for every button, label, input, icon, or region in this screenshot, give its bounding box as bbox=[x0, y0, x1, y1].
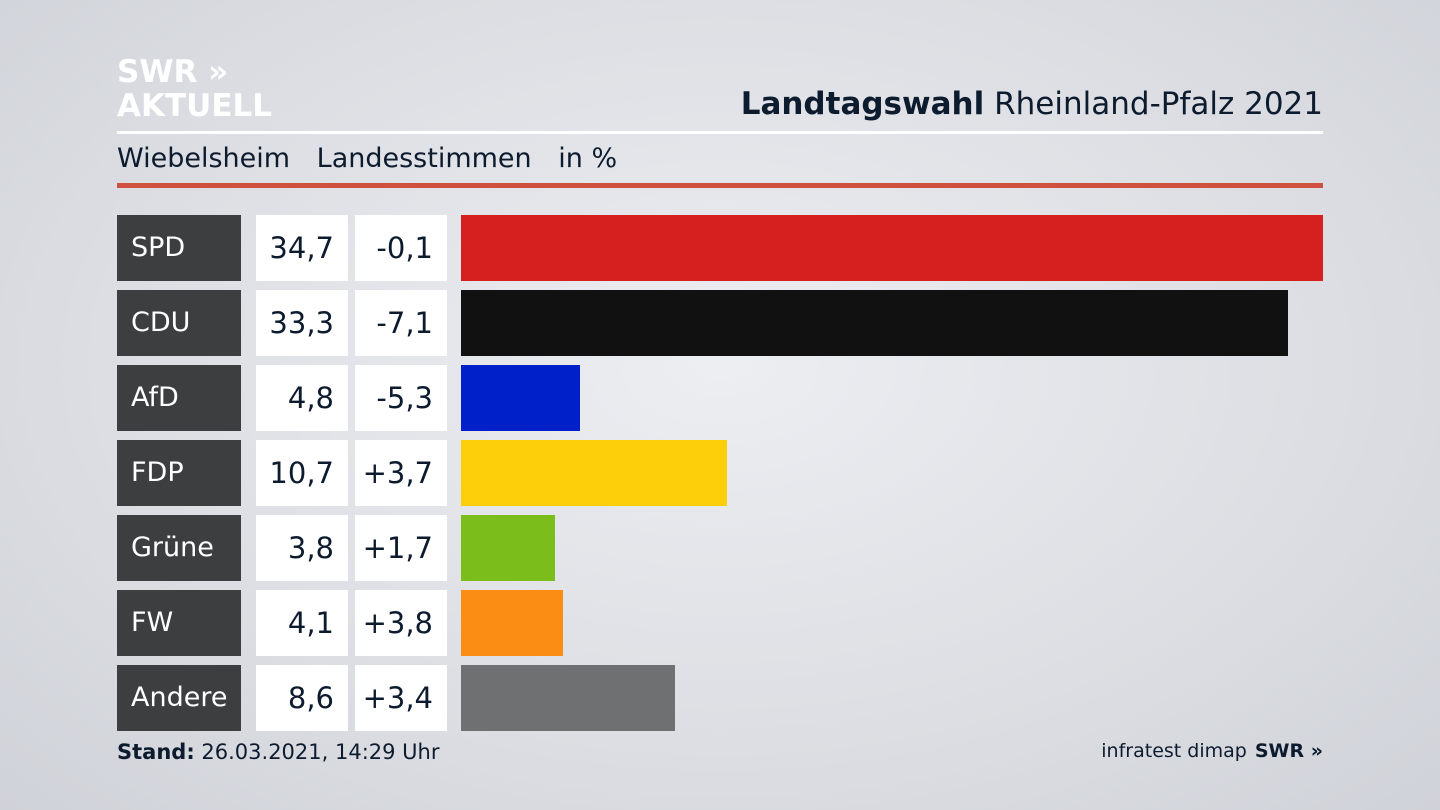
logo-line-1: SWR » bbox=[117, 54, 229, 90]
bar-fdp bbox=[461, 440, 727, 506]
title-rest: Rheinland-Pfalz 2021 bbox=[984, 86, 1323, 122]
change-value: -7,1 bbox=[355, 290, 447, 356]
bar-spd bbox=[461, 215, 1323, 281]
vote-share-value: 4,1 bbox=[256, 590, 348, 656]
party-label: SPD bbox=[117, 215, 241, 281]
bar-cdu bbox=[461, 290, 1288, 356]
change-value: +1,7 bbox=[355, 515, 447, 581]
subheader: Wiebelsheim Landesstimmen in % bbox=[117, 143, 635, 174]
bar-fw bbox=[461, 590, 563, 656]
vote-share-value: 10,7 bbox=[256, 440, 348, 506]
change-value: +3,8 bbox=[355, 590, 447, 656]
title-bold: Landtagswahl bbox=[740, 86, 985, 122]
vote-share-value: 3,8 bbox=[256, 515, 348, 581]
stand-value: 26.03.2021, 14:29 Uhr bbox=[194, 740, 440, 764]
party-label: FW bbox=[117, 590, 241, 656]
source-label: infratest dimap bbox=[1101, 740, 1247, 762]
party-label: Andere bbox=[117, 665, 241, 731]
source-credit: infratest dimap SWR » bbox=[1101, 740, 1323, 762]
change-value: +3,7 bbox=[355, 440, 447, 506]
party-label: AfD bbox=[117, 365, 241, 431]
party-label: FDP bbox=[117, 440, 241, 506]
top-divider bbox=[117, 131, 1323, 134]
vote-share-value: 8,6 bbox=[256, 665, 348, 731]
party-label: CDU bbox=[117, 290, 241, 356]
swr-brand: SWR » bbox=[1254, 740, 1323, 762]
logo-line-2: AKTUELL bbox=[117, 88, 273, 124]
unit-label: in % bbox=[558, 143, 618, 174]
swr-aktuell-logo: SWR » AKTUELL bbox=[117, 55, 272, 123]
bar-grüne bbox=[461, 515, 555, 581]
vote-type-label: Landesstimmen bbox=[316, 143, 532, 174]
vote-share-value: 33,3 bbox=[256, 290, 348, 356]
place-label: Wiebelsheim bbox=[117, 143, 291, 174]
timestamp: Stand: 26.03.2021, 14:29 Uhr bbox=[117, 740, 440, 764]
vote-share-value: 34,7 bbox=[256, 215, 348, 281]
page-title: Landtagswahl Rheinland-Pfalz 2021 bbox=[741, 86, 1323, 122]
vote-share-value: 4,8 bbox=[256, 365, 348, 431]
accent-divider bbox=[117, 183, 1323, 188]
change-value: -5,3 bbox=[355, 365, 447, 431]
stand-label: Stand: bbox=[117, 740, 195, 764]
change-value: -0,1 bbox=[355, 215, 447, 281]
bar-andere bbox=[461, 665, 675, 731]
party-label: Grüne bbox=[117, 515, 241, 581]
bar-afd bbox=[461, 365, 580, 431]
change-value: +3,4 bbox=[355, 665, 447, 731]
